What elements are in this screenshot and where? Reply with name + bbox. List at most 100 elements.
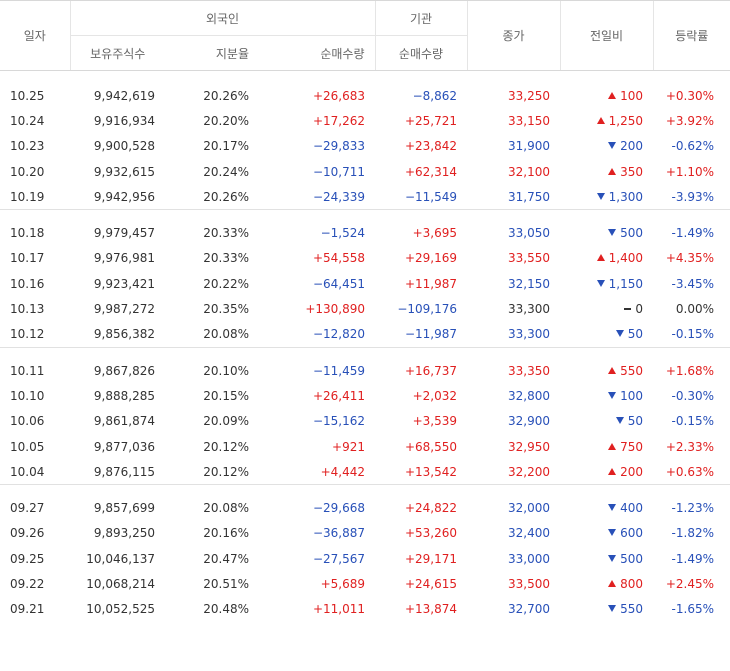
ratio-cell: 20.20% (203, 113, 249, 128)
table-row: 10.17 9,976,981 20.33% +54,558 +29,169 33,550… (0, 246, 730, 271)
foreign-net-cell: −1,524 (320, 226, 365, 241)
table-row: 10.20 9,932,615 20.24% −10,711 +62,314 32,100… (0, 159, 730, 184)
header-date: 일자 (0, 0, 70, 71)
inst-net-cell: +23,842 (404, 139, 457, 154)
change-value: 1,150 (608, 276, 643, 291)
change-value: 500 (620, 226, 643, 241)
inst-net-cell: −8,862 (412, 88, 457, 103)
foreign-net-cell: −15,162 (312, 414, 365, 429)
triangle-down-icon (608, 229, 617, 237)
change-value: 400 (620, 501, 643, 516)
rate-cell: -3.45% (671, 276, 714, 291)
close-cell: 33,050 (508, 226, 550, 241)
holdings-cell: 9,916,934 (93, 113, 155, 128)
date-cell: 10.20 (10, 164, 45, 179)
table-row: 09.26 9,893,250 20.16% −36,887 +53,260 32,400… (0, 521, 730, 546)
triangle-up-icon (596, 254, 605, 262)
triangle-down-icon (615, 417, 624, 425)
holdings-cell: 10,068,214 (86, 576, 155, 591)
rate-cell: +2.33% (665, 439, 714, 454)
ratio-cell: 20.51% (203, 576, 249, 591)
date-cell: 10.16 (10, 276, 45, 291)
table-row: 10.12 9,856,382 20.08% −12,820 −11,987 33,300… (0, 322, 730, 348)
ratio-cell: 20.33% (203, 251, 249, 266)
inst-net-cell: +62,314 (404, 164, 457, 179)
change-cell: 550 (560, 597, 653, 622)
triangle-up-icon (608, 91, 617, 99)
change-cell: 1,300 (560, 184, 653, 210)
close-cell: 32,950 (508, 439, 550, 454)
triangle-down-icon (596, 279, 605, 287)
table-row: 10.04 9,876,115 20.12% +4,442 +13,542 32,200 2… (0, 459, 730, 485)
header-foreign: 외국인 (69, 0, 375, 36)
holdings-cell: 9,900,528 (93, 139, 155, 154)
change-cell: 0 (560, 296, 653, 321)
change-cell: 50 (560, 409, 653, 434)
ratio-cell: 20.47% (203, 551, 249, 566)
change-value: 500 (620, 551, 643, 566)
change-cell: 800 (560, 571, 653, 596)
change-value: 600 (620, 526, 643, 541)
header-change: 전일비 (559, 0, 653, 71)
triangle-down-icon (608, 504, 617, 512)
foreign-net-cell: +4,442 (320, 464, 365, 479)
rate-cell: -1.23% (671, 501, 714, 516)
ratio-cell: 20.24% (203, 164, 249, 179)
change-cell: 600 (560, 521, 653, 546)
table-row: 10.06 9,861,874 20.09% −15,162 +3,539 32,900 5… (0, 409, 730, 434)
holdings-cell: 9,979,457 (93, 226, 155, 241)
inst-net-cell: +3,695 (412, 226, 457, 241)
ratio-cell: 20.12% (203, 439, 249, 454)
close-cell: 33,350 (508, 363, 550, 378)
triangle-down-icon (596, 192, 605, 200)
triangle-down-icon (608, 391, 617, 399)
triangle-down-icon (608, 529, 617, 537)
inst-net-cell: +68,550 (404, 439, 457, 454)
foreign-net-cell: +26,683 (312, 88, 365, 103)
holdings-cell: 10,046,137 (86, 551, 155, 566)
inst-net-cell: +53,260 (404, 526, 457, 541)
triangle-up-icon (608, 366, 617, 374)
ratio-cell: 20.26% (203, 88, 249, 103)
rate-cell: +3.92% (665, 113, 714, 128)
change-cell: 200 (560, 134, 653, 159)
rate-cell: -0.15% (671, 327, 714, 342)
foreign-net-cell: +26,411 (312, 388, 365, 403)
inst-net-cell: +3,539 (412, 414, 457, 429)
holdings-cell: 9,987,272 (93, 302, 155, 317)
investor-trading-table: 일자 외국인 기관 종가 전일비 등락률 보유주식수 지분율 순매수량 순매수량… (0, 0, 730, 622)
foreign-net-cell: +17,262 (312, 113, 365, 128)
table-row: 10.23 9,900,528 20.17% −29,833 +23,842 31,900… (0, 134, 730, 159)
foreign-net-cell: +11,011 (312, 602, 365, 617)
triangle-up-icon (608, 467, 617, 475)
foreign-net-cell: +921 (332, 439, 365, 454)
ratio-cell: 20.08% (203, 327, 249, 342)
table-row: 10.25 9,942,619 20.26% +26,683 −8,862 33,250 1… (0, 83, 730, 108)
holdings-cell: 9,942,619 (93, 88, 155, 103)
date-cell: 10.24 (10, 113, 45, 128)
foreign-net-cell: −24,339 (312, 189, 365, 204)
ratio-cell: 20.35% (203, 302, 249, 317)
inst-net-cell: +2,032 (412, 388, 457, 403)
change-cell: 350 (560, 159, 653, 184)
ratio-cell: 20.10% (203, 363, 249, 378)
holdings-cell: 9,856,382 (93, 327, 155, 342)
triangle-down-icon (608, 605, 617, 613)
change-cell: 1,150 (560, 271, 653, 296)
change-value: 50 (627, 414, 643, 429)
change-value: 50 (627, 327, 643, 342)
rate-cell: -1.49% (671, 226, 714, 241)
ratio-cell: 20.17% (203, 139, 249, 154)
change-cell: 1,400 (560, 246, 653, 271)
change-cell: 1,250 (560, 108, 653, 133)
foreign-net-cell: +54,558 (312, 251, 365, 266)
date-cell: 10.11 (10, 363, 45, 378)
rate-cell: 0.00% (675, 302, 714, 317)
triangle-down-icon (615, 330, 624, 338)
triangle-down-icon (608, 554, 617, 562)
holdings-cell: 9,861,874 (93, 414, 155, 429)
table-row: 10.10 9,888,285 20.15% +26,411 +2,032 32,800 1… (0, 383, 730, 408)
inst-net-cell: +29,169 (404, 251, 457, 266)
rate-cell: -0.15% (671, 414, 714, 429)
date-cell: 10.05 (10, 439, 45, 454)
